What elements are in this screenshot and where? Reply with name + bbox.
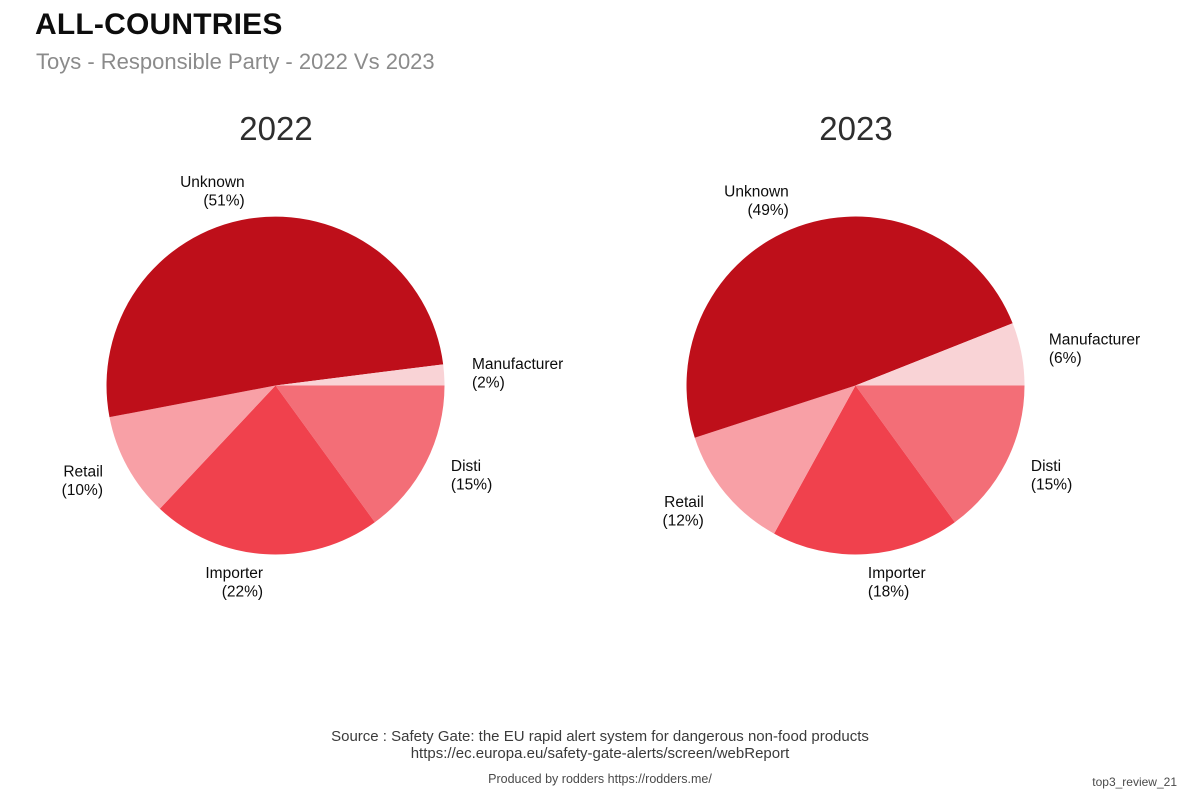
pie-title-2023: 2023	[819, 110, 893, 147]
credit-note: Produced by rodders https://rodders.me/	[488, 772, 712, 786]
pie-slice-importer-2023	[774, 385, 955, 555]
pie-label-importer-2022: Importer (22%)	[205, 565, 263, 601]
pie-title-2022: 2022	[239, 110, 313, 147]
pie-slice-retail-2022	[109, 385, 276, 509]
pie-slice-disti-2022	[275, 385, 445, 523]
pie-label-retail-2023: Retail (12%)	[662, 494, 703, 530]
source-line-2: https://ec.europa.eu/safety-gate-alerts/…	[410, 745, 790, 762]
pie-label-manufacturer-2022: Manufacturer (2%)	[472, 356, 563, 392]
pie-slice-disti-2023	[855, 385, 1025, 523]
pie-slice-manufacturer-2022	[275, 364, 445, 386]
pie-chart-2022: Disti (15%) Importer (22%) Retail (10%) Unknow…	[62, 174, 564, 601]
pie-label-retail-2022: Retail (10%)	[62, 463, 103, 499]
watermark-label: top3_review_21	[1092, 775, 1177, 789]
pie-label-disti-2023: Disti (15%)	[1031, 458, 1072, 494]
page-title: ALL-COUNTRIES	[35, 8, 283, 41]
pie-label-importer-2023: Importer (18%)	[868, 565, 926, 601]
pie-label-unknown-2022: Unknown (51%)	[180, 174, 245, 210]
source-note: Source : Safety Gate: the EU rapid alert…	[0, 728, 1200, 762]
pie-slice-unknown-2022	[106, 216, 444, 418]
pie-slice-manufacturer-2023	[855, 323, 1025, 386]
pie-label-disti-2022: Disti (15%)	[451, 458, 492, 494]
pie-chart-2023: Disti (15%) Importer (18%) Retail (12%) Unknow…	[662, 183, 1140, 600]
pie-label-manufacturer-2023: Manufacturer (6%)	[1049, 332, 1140, 368]
pie-label-unknown-2023: Unknown (49%)	[724, 183, 789, 219]
page-subtitle: Toys - Responsible Party - 2022 Vs 2023	[36, 49, 435, 74]
pie-slice-importer-2022	[159, 385, 375, 555]
source-line-1: Source : Safety Gate: the EU rapid alert…	[331, 728, 869, 745]
pie-slice-retail-2023	[694, 385, 856, 534]
pie-slice-unknown-2023	[686, 216, 1013, 438]
